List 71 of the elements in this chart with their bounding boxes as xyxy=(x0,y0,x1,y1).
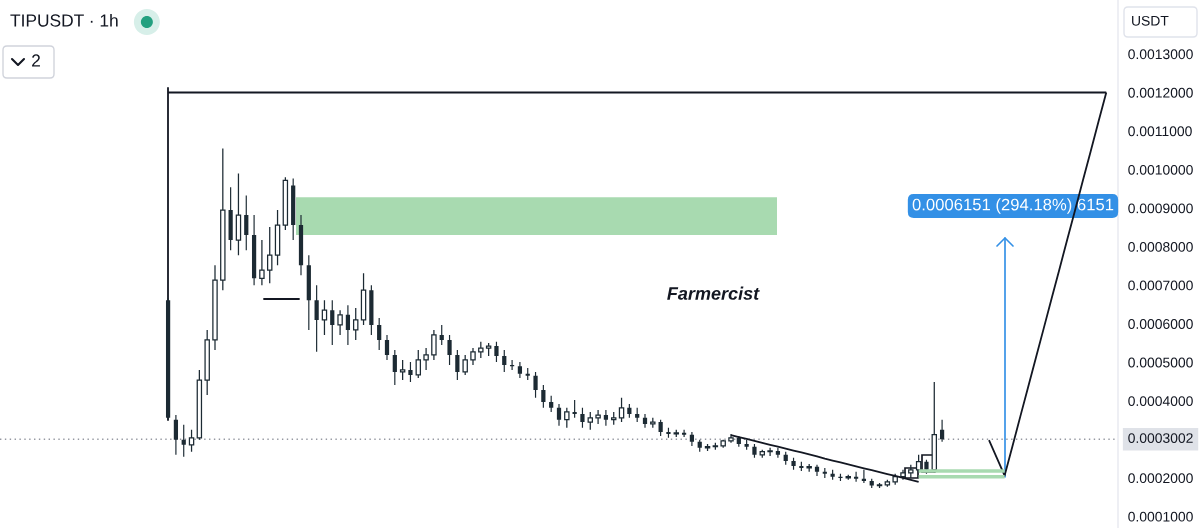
candlestick xyxy=(791,457,796,470)
candlestick xyxy=(321,299,328,336)
candlestick xyxy=(845,474,852,481)
candlestick xyxy=(595,409,601,425)
candlestick xyxy=(908,464,914,479)
candlestick xyxy=(415,349,422,379)
y-tick-label: 0.0011000 xyxy=(1128,126,1192,137)
candlestick xyxy=(337,309,343,336)
candlestick xyxy=(204,329,210,396)
candlestick xyxy=(188,429,195,453)
candlestick xyxy=(806,463,812,473)
candlestick xyxy=(266,226,273,284)
candlestick xyxy=(752,443,757,458)
candlestick xyxy=(533,371,538,398)
candlestick xyxy=(399,359,406,381)
candlestick xyxy=(642,413,648,428)
line-series xyxy=(730,434,920,483)
candlestick xyxy=(352,307,359,341)
candlestick xyxy=(580,407,585,428)
y-tick-label: 0.0013000 xyxy=(1128,49,1193,60)
candlestick xyxy=(478,341,484,359)
y-axis-title: USDT xyxy=(1132,15,1169,26)
annotation: Farmercist xyxy=(667,286,760,300)
candlestick xyxy=(447,334,452,365)
text: TIPUSDT · 1h xyxy=(10,13,118,27)
candlestick xyxy=(259,239,265,286)
candlestick xyxy=(360,272,367,326)
candlestick xyxy=(274,209,281,266)
candlestick xyxy=(618,397,625,423)
y-tick-label: 0.0006000 xyxy=(1128,319,1193,329)
candlestick xyxy=(462,354,468,376)
candlestick xyxy=(212,264,218,351)
candlestick xyxy=(470,347,476,366)
candlestick xyxy=(728,433,734,444)
y-tick-label: 0.0012000 xyxy=(1128,87,1193,98)
ref-line-label: 0.0003002 xyxy=(1128,433,1193,444)
candlestick xyxy=(282,176,289,231)
candlestick xyxy=(431,329,437,361)
candlestick xyxy=(423,347,429,371)
candlestick xyxy=(900,469,906,481)
candlestick xyxy=(767,447,773,457)
candlestick xyxy=(720,439,726,449)
y-tick-label: 0.0010000 xyxy=(1128,164,1193,175)
candlestick xyxy=(759,449,766,459)
candlestick xyxy=(704,443,711,452)
candlestick xyxy=(712,442,719,451)
annotation: 2 xyxy=(32,54,40,67)
candlestick xyxy=(235,172,242,256)
y-tick-label: 0.0009000 xyxy=(1128,203,1193,214)
candlestick xyxy=(673,429,680,438)
candlestick xyxy=(220,147,226,291)
y-tick-label: 0.0005000 xyxy=(1128,357,1193,368)
candlestick xyxy=(814,464,820,476)
annotation: 0.0006151 (294.18%) 6151 xyxy=(912,198,1114,214)
y-tick-label: 0.0008000 xyxy=(1128,241,1193,252)
candlestick xyxy=(564,407,570,429)
candlestick xyxy=(610,411,617,426)
candlestick xyxy=(915,454,922,474)
candlestick xyxy=(494,341,499,362)
candlestick xyxy=(485,342,492,357)
candlestick xyxy=(196,369,203,441)
y-tick-label: 0.0001000 xyxy=(1128,511,1193,522)
candlestick xyxy=(587,411,594,431)
candlestick xyxy=(666,427,671,438)
y-tick-label: 0.0007000 xyxy=(1128,280,1193,291)
candlestick xyxy=(884,479,891,488)
y-tick-label: 0.0004000 xyxy=(1128,396,1193,406)
candlestick xyxy=(876,482,883,489)
y-tick-label: 0.0002000 xyxy=(1128,473,1193,484)
candlestick xyxy=(892,473,898,486)
candlestick xyxy=(650,417,656,429)
